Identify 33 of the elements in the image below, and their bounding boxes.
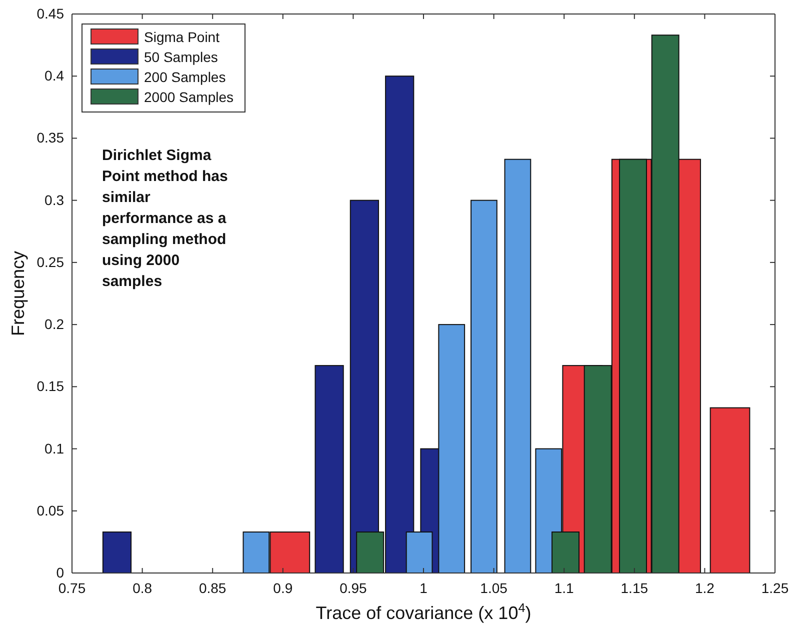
y-tick-label: 0 bbox=[56, 564, 64, 580]
y-tick-label: 0.1 bbox=[44, 440, 64, 456]
x-tick-label: 1 bbox=[420, 580, 428, 596]
legend-label: 50 Samples bbox=[144, 49, 218, 65]
y-tick-label: 0.35 bbox=[36, 130, 64, 146]
x-tick-label: 1.25 bbox=[761, 580, 789, 596]
y-tick-label: 0.25 bbox=[36, 254, 64, 270]
x-tick-label: 0.85 bbox=[198, 580, 226, 596]
x-axis-title: Trace of covariance (x 10$^{4}$) bbox=[316, 601, 532, 623]
bar bbox=[314, 365, 344, 574]
y-tick-label: 0.2 bbox=[44, 316, 64, 332]
x-tick-label: 1.1 bbox=[554, 580, 574, 596]
y-axis-title: Frequency bbox=[8, 250, 28, 336]
x-tick-label: 1.15 bbox=[620, 580, 648, 596]
y-tick-label: 0.45 bbox=[36, 5, 64, 22]
x-tick-label: 0.95 bbox=[340, 580, 368, 596]
x-tick-label: 0.75 bbox=[58, 580, 86, 596]
x-tick-label: 1.2 bbox=[694, 580, 715, 596]
y-tick-label: 0.15 bbox=[36, 378, 64, 394]
bar bbox=[102, 532, 132, 574]
x-tick-label: 1.05 bbox=[480, 580, 508, 596]
x-tick-label: 0.9 bbox=[273, 580, 293, 596]
y-tick-label: 0.4 bbox=[44, 68, 64, 84]
legend-label: 200 Samples bbox=[144, 69, 226, 85]
y-tick-label: 0.3 bbox=[44, 192, 64, 208]
y-tick-label: 0.05 bbox=[36, 502, 64, 518]
bar bbox=[504, 158, 532, 574]
x-tick-label: 0.8 bbox=[132, 580, 152, 596]
annotation: Dirichlet Sigma Point method has similar performance as a sampling method using 2000 samples bbox=[102, 147, 228, 290]
bar bbox=[470, 200, 498, 574]
bar bbox=[710, 407, 750, 574]
legend-label: Sigma Point bbox=[144, 29, 220, 45]
legend-label: 2000 Samples bbox=[144, 89, 234, 105]
